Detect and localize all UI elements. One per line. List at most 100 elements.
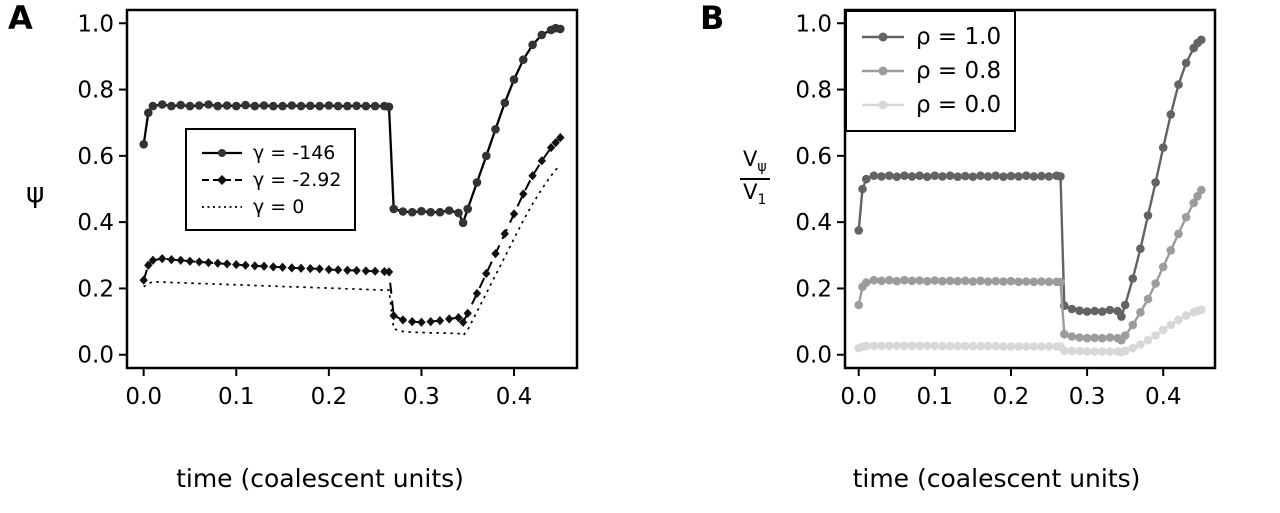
series-gamma-146-marker (139, 140, 148, 149)
series-rho-0-8-marker (930, 276, 940, 285)
series-gamma-2-92-marker (296, 263, 306, 273)
plot-box (125, 8, 579, 370)
series-gamma-2-92-marker (389, 311, 398, 321)
series-rho-0-0-marker (1082, 347, 1092, 356)
series-rho-0-0-marker (877, 341, 886, 351)
series-rho-1-0-marker (1197, 35, 1206, 45)
series-rho-1-0-marker (991, 171, 1000, 180)
series-gamma-146-marker (491, 125, 500, 134)
series-rho-0-8-marker (1128, 320, 1138, 330)
numerator-subscript: ψ (757, 159, 767, 176)
series-rho-1-0-marker (1037, 171, 1046, 181)
series-rho-0-8-marker (907, 276, 917, 286)
series-rho-1-0-marker (1181, 58, 1191, 68)
series-gamma-146-marker (278, 101, 287, 111)
series-rho-0-8-marker (1082, 333, 1092, 343)
series-rho-0-8-marker (1174, 229, 1183, 239)
series-gamma-2-92-marker (167, 255, 176, 265)
series-rho-1-0-marker (1029, 172, 1039, 181)
series-rho-0-8-marker (1158, 262, 1168, 272)
legend-item-gamma-146: γ = -146 (200, 139, 341, 166)
series-rho-0-8-marker (1181, 212, 1191, 222)
series-gamma-146-marker (352, 101, 361, 111)
series-gamma-2-92-marker (176, 255, 185, 265)
series-rho-0-8-marker (892, 276, 902, 286)
series-rho-1-0-marker (1158, 143, 1168, 152)
series-gamma-146-marker (537, 30, 547, 40)
series-rho-0-0-marker (1021, 342, 1031, 351)
series-rho-0-0-marker (1029, 342, 1039, 351)
series-rho-1-0-marker (1014, 172, 1023, 181)
y-tick-label: 1.0 (77, 11, 114, 37)
series-gamma-146-marker (472, 178, 482, 187)
series-gamma-2-92-marker (315, 264, 324, 274)
series-gamma-2-92-marker (370, 266, 380, 276)
series-rho-0-0-marker (1181, 311, 1191, 320)
series-gamma-2-92-marker (139, 275, 148, 285)
series-gamma-2-92-marker (241, 260, 250, 270)
denominator-subscript: 1 (757, 191, 767, 208)
series-rho-0-0-marker (1105, 347, 1115, 356)
legend-sample-dotted-icon (202, 205, 242, 208)
panel-b-x-axis-title: time (coalescent units) (852, 464, 1141, 493)
series-gamma-146-marker (148, 101, 158, 111)
series-gamma-2-92-marker (259, 261, 269, 271)
series-rho-1-0-marker (1128, 274, 1138, 283)
series-rho-0-8-marker (900, 275, 909, 285)
series-gamma-2-92-marker (195, 257, 204, 267)
series-rho-0-0-marker (930, 341, 940, 351)
panel-b-letter: B (700, 0, 725, 37)
series-rho-1-0-marker (1166, 110, 1176, 119)
legend-item-gamma-2-92: γ = -2.92 (200, 166, 341, 193)
x-tick-label: 0.1 (917, 384, 954, 410)
series-gamma-2-92-marker (144, 260, 153, 270)
series-gamma-2-92-marker (417, 317, 426, 327)
series-gamma-2-92-marker (287, 263, 297, 273)
series-rho-0-0-marker (892, 341, 902, 351)
series-rho-0-8-marker (1090, 333, 1099, 343)
series-rho-0-0-marker (1075, 346, 1084, 356)
series-rho-0-8-marker (1029, 277, 1039, 287)
series-rho-0-0-marker (999, 342, 1008, 351)
series-gamma-146-marker (398, 207, 408, 216)
series-rho-0-0-marker (1128, 343, 1138, 353)
series-rho-0-0-marker (1014, 342, 1023, 351)
series-rho-0-0-marker (953, 341, 962, 351)
legend-sample-dashed-diamond-icon (202, 174, 242, 185)
series-gamma-2-92-marker (361, 266, 371, 276)
legend-label-rho-0-8: ρ = 0.8 (916, 58, 1002, 84)
legend-sample-solid-circle-icon (202, 148, 242, 157)
series-gamma-2-92-marker (222, 259, 232, 269)
y-tick-label: 0.6 (77, 144, 114, 170)
series-rho-0-8-marker (953, 276, 962, 286)
legend-item-rho-0-8: ρ = 0.8 (860, 54, 1001, 88)
series-rho-1-0-marker (999, 172, 1008, 181)
series-rho-1-0-marker (1120, 300, 1130, 310)
series-rho-1-0-marker (858, 184, 867, 194)
denominator-base: V (743, 179, 758, 204)
series-gamma-146-marker (213, 101, 222, 111)
series-rho-0-0-marker (1174, 315, 1183, 325)
series-rho-0-8-marker (983, 277, 993, 286)
series-gamma-2-92-marker (269, 262, 278, 272)
series-rho-1-0-marker (869, 171, 879, 180)
series-gamma-2-92-marker (500, 229, 509, 239)
series-rho-0-8-marker (999, 277, 1008, 286)
legend-label-gamma-0: γ = 0 (253, 195, 305, 218)
series-gamma-2-92-marker (435, 315, 445, 326)
series-gamma-146-marker (222, 101, 232, 110)
series-rho-0-0-marker (1098, 347, 1107, 356)
series-rho-0-8-marker (922, 276, 932, 286)
series-gamma-146-marker (389, 204, 399, 214)
series-rho-1-0-marker (968, 172, 978, 181)
x-tick-label: 0.4 (1145, 384, 1182, 410)
series-rho-0-0-marker (1143, 335, 1153, 345)
x-tick-label: 0.1 (218, 384, 255, 410)
panel-a-letter: A (8, 0, 33, 37)
series-rho-0-8-marker (862, 278, 871, 287)
series-gamma-0-line (143, 164, 561, 337)
series-gamma-2-92-marker (398, 315, 408, 325)
series-rho-0-0-marker (1044, 342, 1054, 351)
numerator-base: V (743, 147, 758, 171)
legend-label-gamma-146: γ = -146 (253, 141, 336, 164)
